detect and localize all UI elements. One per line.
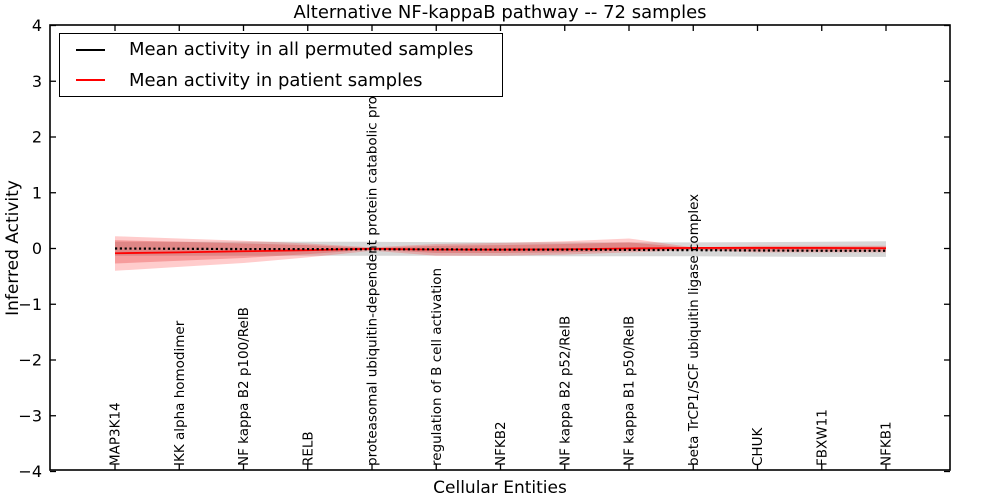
legend-label-patient: Mean activity in patient samples: [129, 69, 423, 91]
legend-item-permuted: Mean activity in all permuted samples: [60, 35, 502, 64]
x-category-label: MAP3K14: [108, 402, 124, 466]
legend-item-patient: Mean activity in patient samples: [60, 66, 502, 95]
axes-spines: [49, 24, 951, 471]
x-category-label: CHUK: [750, 427, 766, 466]
x-category-label: regulation of B cell activation: [429, 268, 445, 466]
x-category-label: NF kappa B2 p52/RelB: [557, 316, 573, 466]
x-category-label: NF kappa B1 p50/RelB: [622, 316, 638, 466]
legend: Mean activity in all permuted samples Me…: [59, 33, 503, 97]
x-category-label: NFKB1: [879, 421, 895, 466]
series-line-permuted: [114, 247, 886, 252]
x-category-label: FBXW11: [814, 409, 830, 466]
y-tick-label: 3: [32, 72, 42, 91]
x-category-label: RELB: [300, 431, 316, 466]
legend-label-permuted: Mean activity in all permuted samples: [129, 39, 474, 61]
y-tick-label: 1: [32, 183, 42, 202]
y-tick-label: −1: [18, 295, 42, 314]
y-tick-label: 2: [32, 128, 42, 147]
x-category-label: IKK alpha homodimer: [172, 320, 188, 466]
y-tick-label: −3: [18, 406, 42, 425]
x-category-label: beta TrCP1/SCF ubiquitin ligase complex: [686, 194, 702, 466]
chart-title: Alternative NF-kappaB pathway -- 72 samp…: [293, 2, 707, 23]
legend-line-red-icon: [76, 79, 105, 82]
x-category-label: NFKB2: [493, 421, 509, 466]
x-axis-label: Cellular Entities: [433, 478, 567, 498]
x-category-label: proteasomal ubiquitin-dependent protein …: [365, 96, 381, 466]
y-tick-label: −4: [18, 462, 42, 481]
x-category-label: NF kappa B2 p100/RelB: [236, 307, 252, 466]
y-tick-label: 4: [32, 16, 42, 35]
band-patient-samples-range-outer: [115, 236, 886, 271]
y-tick-label: −2: [18, 351, 42, 370]
band-patient-samples-range-inner: [115, 240, 886, 264]
legend-line-black-icon: [76, 48, 105, 51]
y-axis-label: Inferred Activity: [3, 180, 23, 316]
y-tick-label: 0: [32, 239, 42, 258]
